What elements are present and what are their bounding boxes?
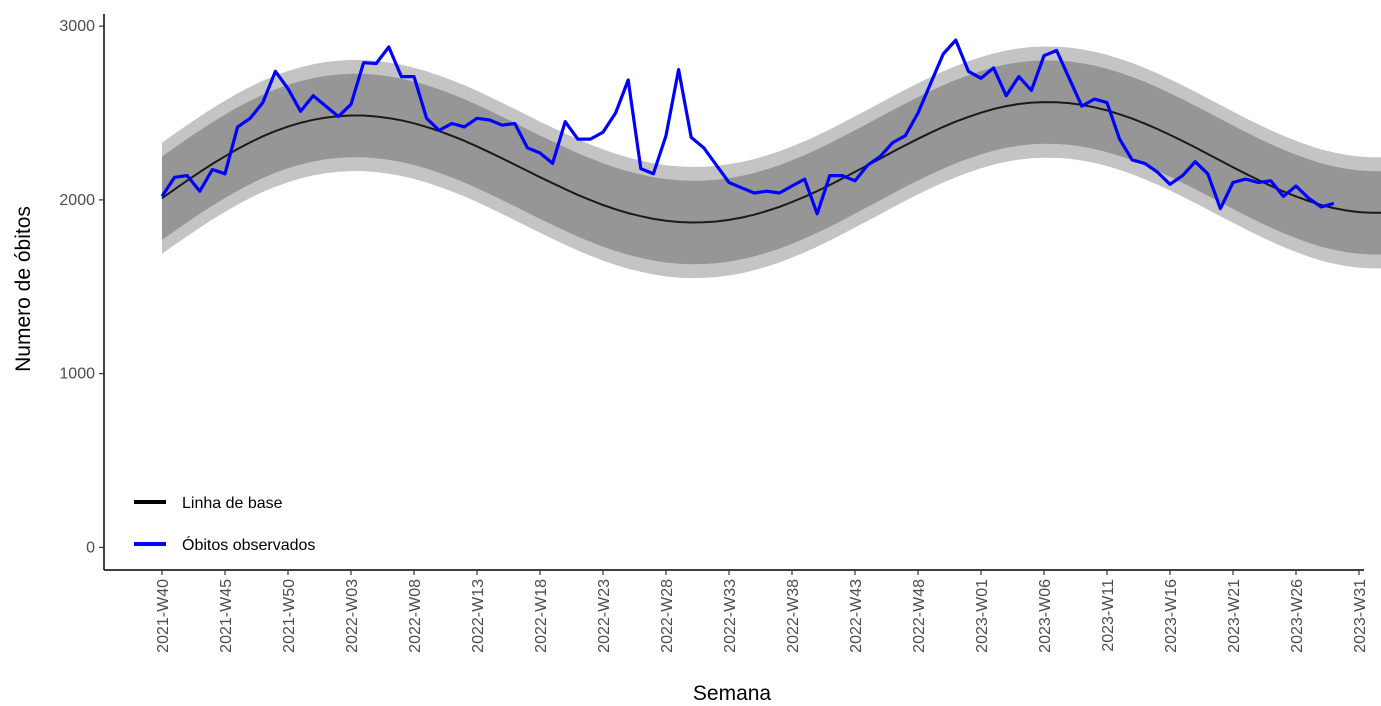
inner-band	[162, 60, 1381, 265]
x-tick-label: 2022-W18	[533, 579, 550, 653]
x-tick-label: 2021-W45	[218, 579, 235, 653]
y-axis-ticks: 0 1000 2000 3000	[59, 18, 104, 556]
x-tick-label: 2022-W43	[848, 579, 865, 653]
x-tick-label: 2023-W21	[1226, 579, 1243, 653]
prediction-bands	[162, 46, 1381, 279]
x-axis-title: Semana	[693, 682, 772, 705]
legend-label-baseline: Linha de base	[182, 495, 283, 512]
baseline-series	[161, 101, 1381, 224]
legend: Linha de base Óbitos observados	[134, 495, 315, 554]
x-tick-label: 2022-W23	[596, 579, 613, 653]
x-tick-label: 2023-W11	[1100, 579, 1117, 652]
baseline-line	[161, 101, 1381, 224]
x-tick-label: 2021-W40	[155, 579, 172, 653]
y-tick-label: 1000	[59, 366, 95, 383]
x-tick-label: 2022-W38	[785, 579, 802, 653]
x-tick-label: 2022-W28	[659, 579, 676, 653]
x-tick-label: 2022-W33	[722, 579, 739, 653]
observed-line	[160, 38, 1335, 216]
y-tick-label: 2000	[59, 192, 95, 209]
y-axis-title: Numero de óbitos	[12, 206, 35, 372]
axes	[103, 14, 1364, 571]
x-tick-label: 2021-W50	[281, 579, 298, 653]
x-tick-label: 2022-W13	[470, 579, 487, 653]
x-tick-label: 2023-W06	[1037, 579, 1054, 653]
y-tick-label: 0	[86, 539, 95, 556]
x-tick-label: 2023-W31	[1352, 579, 1369, 653]
x-tick-label: 2023-W16	[1163, 579, 1180, 653]
x-tick-label: 2022-W03	[344, 579, 361, 653]
x-tick-label: 2022-W48	[911, 579, 928, 653]
x-tick-label: 2023-W01	[974, 579, 991, 653]
x-tick-label: 2022-W08	[407, 579, 424, 653]
legend-label-observed: Óbitos observados	[182, 535, 315, 554]
x-tick-label: 2023-W26	[1289, 579, 1306, 653]
observed-series	[160, 38, 1335, 216]
x-axis-ticks: 2021-W40 2021-W45 2021-W50 2022-W03 2022-W08…	[155, 570, 1369, 653]
y-tick-label: 3000	[59, 18, 95, 35]
